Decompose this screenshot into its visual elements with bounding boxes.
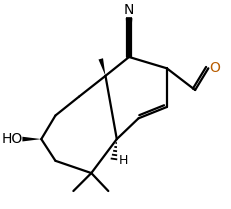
- Polygon shape: [98, 58, 106, 76]
- Polygon shape: [126, 18, 132, 57]
- Text: O: O: [209, 61, 220, 75]
- Polygon shape: [22, 137, 41, 141]
- Text: H: H: [119, 154, 128, 167]
- Text: HO: HO: [1, 132, 22, 146]
- Text: N: N: [124, 3, 134, 17]
